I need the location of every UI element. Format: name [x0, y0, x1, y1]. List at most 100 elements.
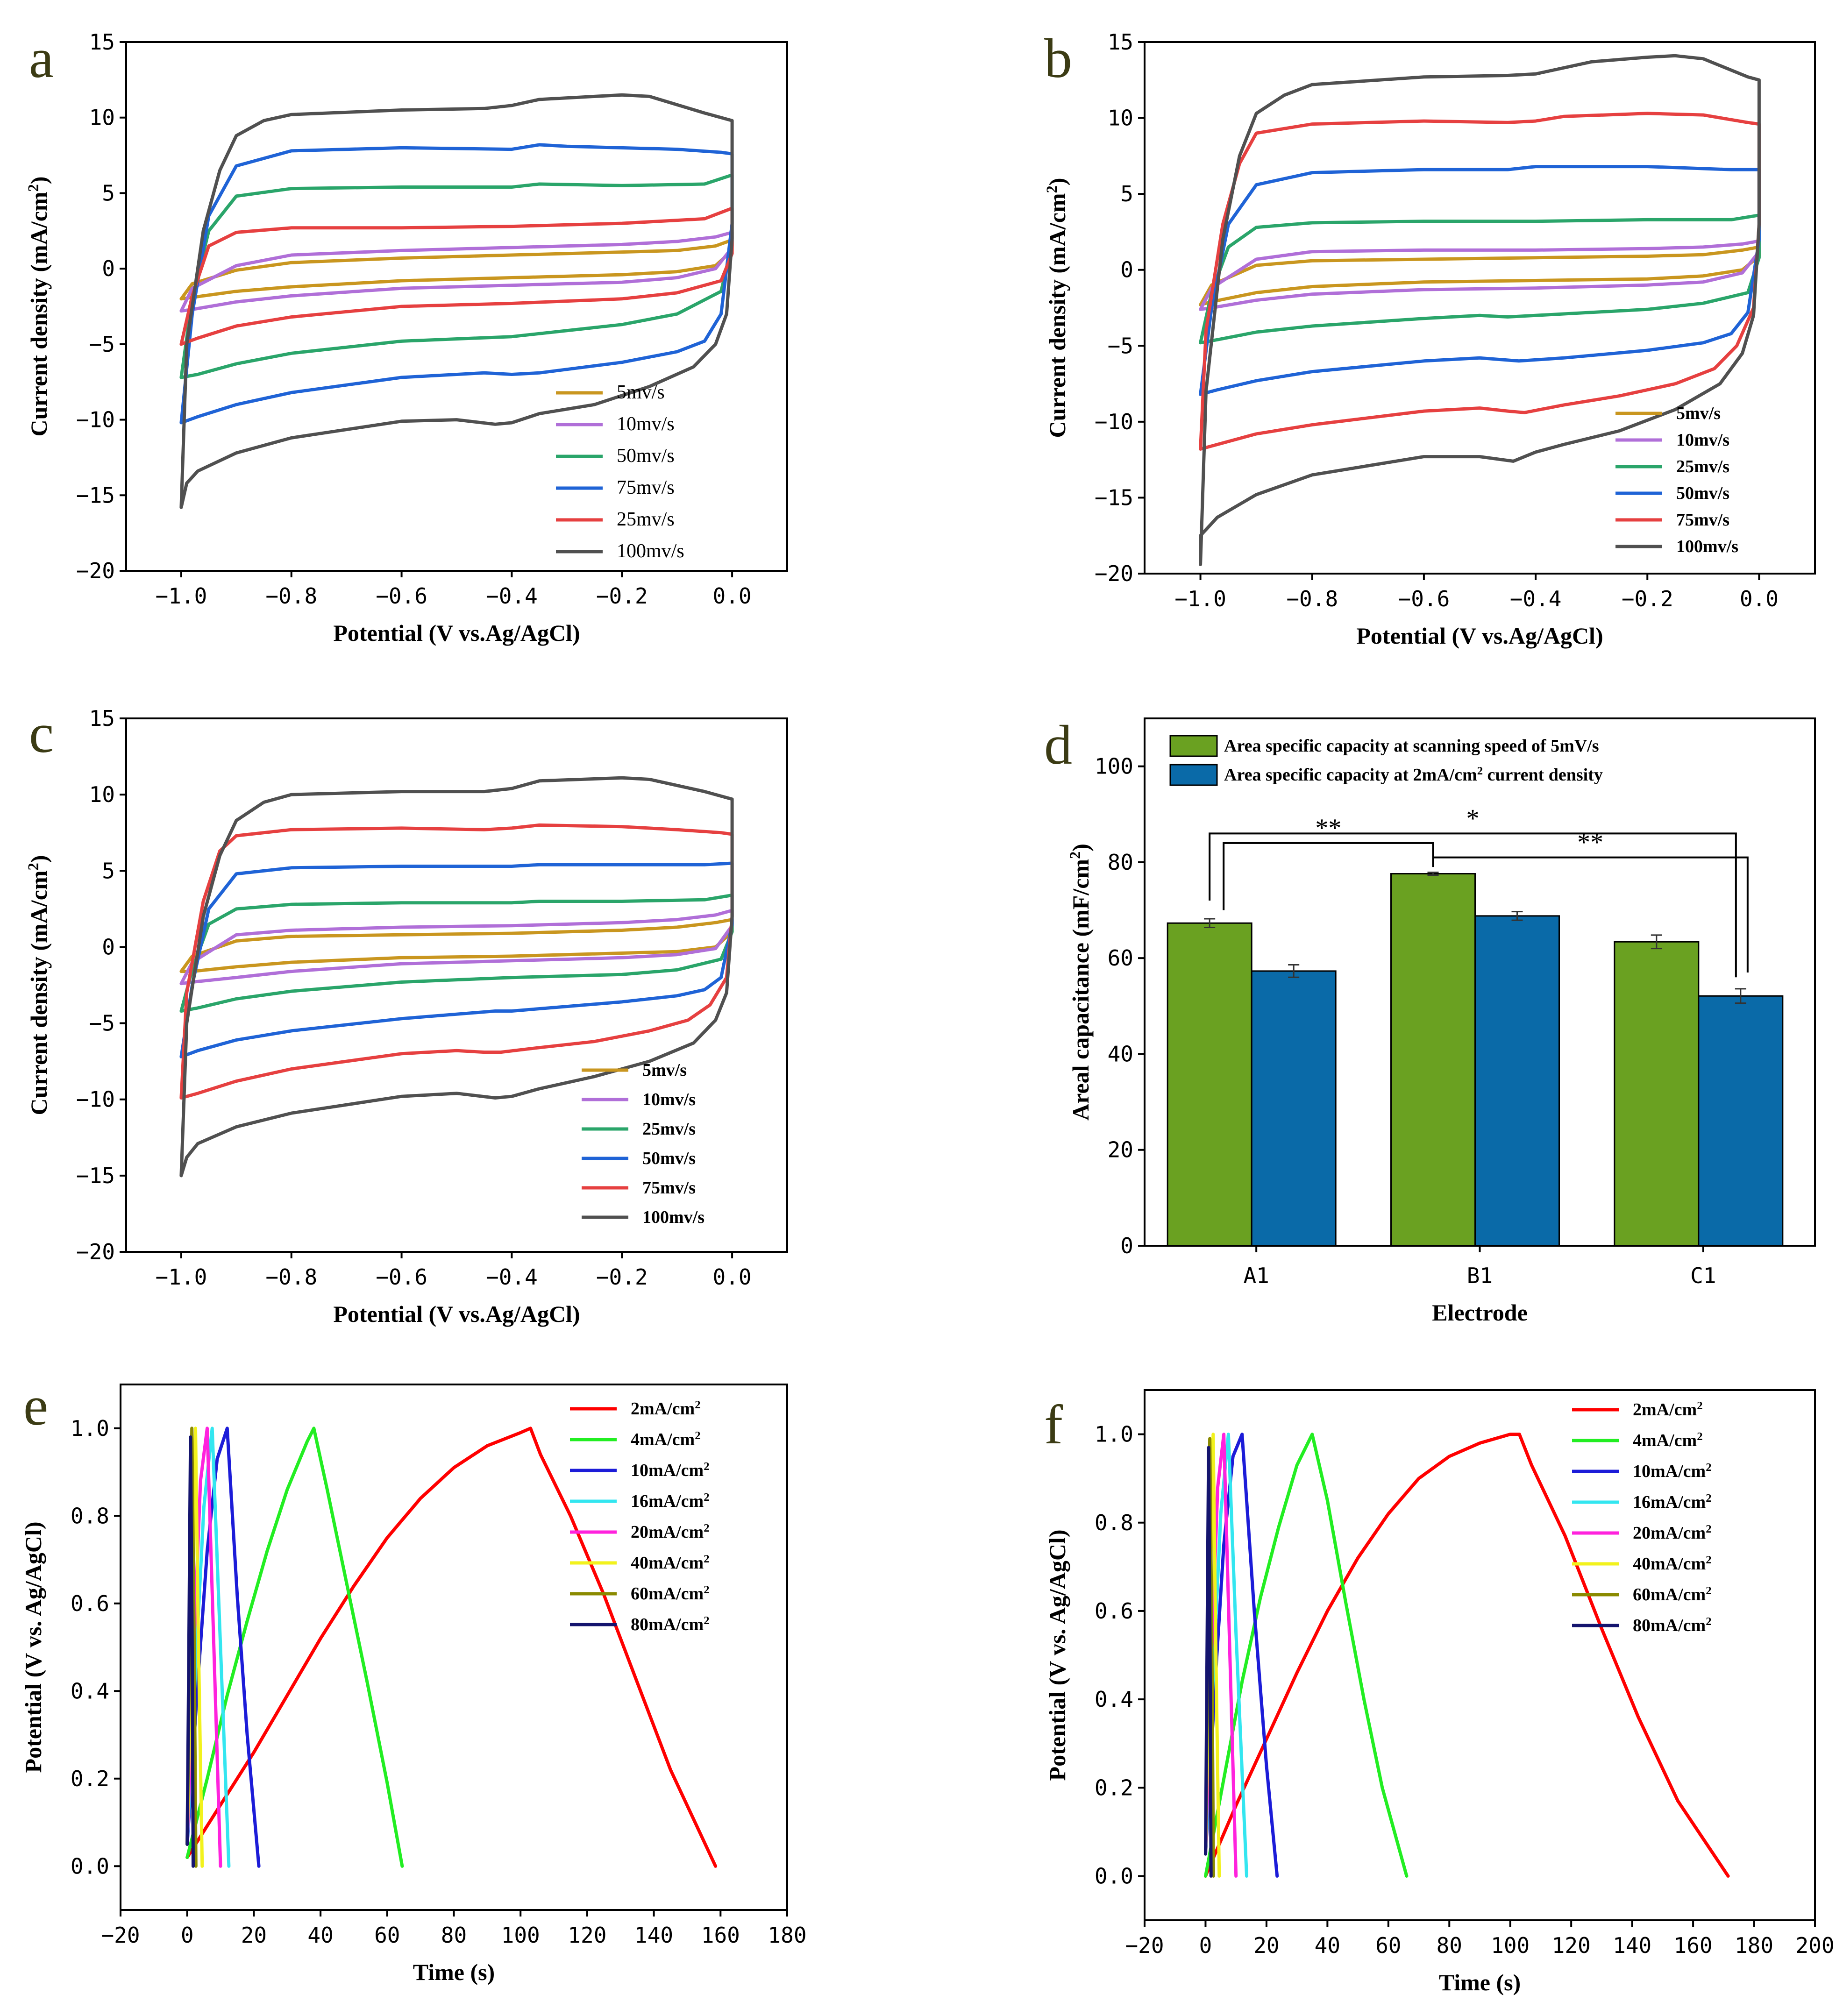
y-tick-label: 0.8 [71, 1503, 109, 1528]
bar-B1-s1 [1390, 873, 1476, 1247]
y-axis-title: Potential (V vs. Ag/AgCl) [1044, 1530, 1070, 1781]
y-tick-label: −5 [89, 1011, 115, 1036]
x-tick-label: −0.8 [265, 1264, 317, 1290]
panel-letter: e [23, 1375, 48, 1437]
x-tick-label: 140 [1613, 1933, 1651, 1958]
legend-label: 10mA/cm2 [1633, 1461, 1712, 1482]
plot-frame [1144, 717, 1816, 1247]
legend-swatch [1169, 735, 1218, 757]
x-tick-label: −1.0 [156, 583, 207, 609]
legend-label: 40mA/cm2 [1633, 1554, 1712, 1574]
y-tick-label: 40 [1108, 1041, 1133, 1066]
x-category-label: C1 [1690, 1263, 1716, 1288]
legend-label: 10mv/s [1676, 430, 1729, 450]
legend-label: 5mv/s [617, 382, 665, 403]
legend-label: 5mv/s [1676, 404, 1721, 423]
y-tick-label: −15 [76, 483, 115, 508]
legend-label: 20mA/cm2 [1633, 1523, 1712, 1543]
x-tick-label: −0.8 [265, 583, 317, 609]
y-tick-label: −15 [76, 1163, 115, 1188]
x-tick-label: 180 [768, 1923, 806, 1948]
series-line-100mvs [179, 93, 734, 509]
panel-letter: b [1044, 27, 1072, 89]
legend-label: 80mA/cm2 [1633, 1615, 1712, 1636]
significance-bracket [1223, 842, 1434, 910]
legend-label: 2mA/cm2 [1633, 1399, 1703, 1420]
x-tick-label: 0 [1199, 1933, 1212, 1958]
legend: 2mA/cm2 4mA/cm2 10mA/cm2 16mA/cm2 20mA/cm2 40… [1572, 1399, 1712, 1636]
x-tick-label: −0.2 [596, 1264, 648, 1290]
y-tick-label: 0 [1120, 257, 1133, 283]
y-tick-label: 5 [102, 858, 115, 883]
y-tick-label: 10 [1108, 106, 1133, 131]
y-tick-label: 0 [102, 934, 115, 959]
y-tick-label: 0.6 [71, 1591, 109, 1616]
x-tick-label: 80 [441, 1923, 467, 1948]
series-line-4macm [185, 1427, 404, 1868]
legend-label: 75mv/s [1676, 510, 1729, 530]
legend-label: 10mv/s [642, 1090, 696, 1109]
x-tick-label: 0.0 [713, 1264, 752, 1290]
panel-letter: c [29, 702, 54, 764]
legend-label: 60mA/cm2 [631, 1583, 710, 1604]
series-line-100mvs [1199, 54, 1761, 566]
x-tick-label: 60 [374, 1923, 400, 1948]
x-category-label: A1 [1243, 1263, 1269, 1288]
legend-label: 50mv/s [1676, 483, 1729, 503]
legend-label: Area specific capacity at scanning speed… [1224, 736, 1599, 756]
legend-label: Area specific capacity at 2mA/cm2 curren… [1224, 765, 1603, 785]
bar-A1-s1 [1167, 922, 1252, 1247]
legend-label: 10mv/s [617, 413, 675, 435]
panel-e: e 0.0 0.2 0.4 0.6 0.8 1.0 −20 0 20 40 60 80 100 120 140… [20, 1375, 807, 1985]
series-line-2macm [185, 1427, 718, 1868]
legend: 5mv/s 10mv/s 25mv/s 50mv/s 75mv/s 100mv/s [582, 1060, 705, 1227]
y-tick-label: −20 [76, 1239, 115, 1264]
x-tick-label: −20 [101, 1923, 140, 1948]
error-bar [1511, 911, 1523, 921]
series-line-10mvs [1199, 239, 1761, 311]
error-bar [1427, 871, 1439, 876]
x-tick-label: 160 [1674, 1933, 1713, 1958]
y-tick-label: 5 [1120, 181, 1133, 206]
y-tick-label: 0 [102, 256, 115, 281]
legend: Area specific capacity at scanning speed… [1169, 735, 1603, 786]
y-tick-label: 0.6 [1095, 1598, 1133, 1624]
x-tick-label: −1.0 [1174, 586, 1226, 611]
y-tick-label: −10 [76, 1087, 115, 1112]
x-tick-label: 60 [1375, 1933, 1401, 1958]
x-tick-label: −0.6 [376, 583, 427, 609]
y-tick-label: 0.0 [71, 1853, 109, 1879]
bar-A1-s2 [1251, 970, 1337, 1247]
y-tick-label: 10 [89, 782, 115, 807]
bar-C1-s1 [1614, 941, 1700, 1247]
legend-label: 25mv/s [617, 509, 675, 530]
plot-frame [125, 41, 788, 572]
series-line-2macm [1204, 1433, 1730, 1878]
y-tick-label: 0.8 [1095, 1510, 1133, 1535]
legend-label: 100mv/s [617, 540, 684, 562]
significance-label: * [1466, 804, 1480, 833]
x-tick-label: 180 [1735, 1933, 1773, 1958]
y-tick-label: 1.0 [71, 1416, 109, 1441]
significance-label: ** [1577, 828, 1603, 857]
x-tick-label: 80 [1437, 1933, 1462, 1958]
y-tick-label: 0.0 [1095, 1863, 1133, 1888]
x-tick-label: −1.0 [156, 1264, 207, 1290]
y-tick-label: 80 [1108, 850, 1133, 875]
legend-label: 16mA/cm2 [1633, 1492, 1712, 1512]
plot-frame [125, 717, 788, 1253]
x-axis-title: Electrode [1432, 1299, 1528, 1326]
y-axis-title: Current density (mA/cm2) [25, 855, 52, 1115]
x-tick-label: −0.4 [1510, 586, 1562, 611]
y-axis-title: Current density (mA/cm2) [25, 177, 52, 437]
legend-label: 2mA/cm2 [631, 1398, 701, 1419]
legend-label: 4mA/cm2 [631, 1429, 701, 1450]
plot-frame [1144, 1389, 1816, 1921]
x-tick-label: 40 [1315, 1933, 1340, 1958]
y-tick-label: 0 [1120, 1233, 1133, 1258]
legend-label: 20mA/cm2 [631, 1522, 710, 1542]
plot-frame [1144, 41, 1816, 575]
y-tick-label: −20 [1095, 561, 1133, 586]
